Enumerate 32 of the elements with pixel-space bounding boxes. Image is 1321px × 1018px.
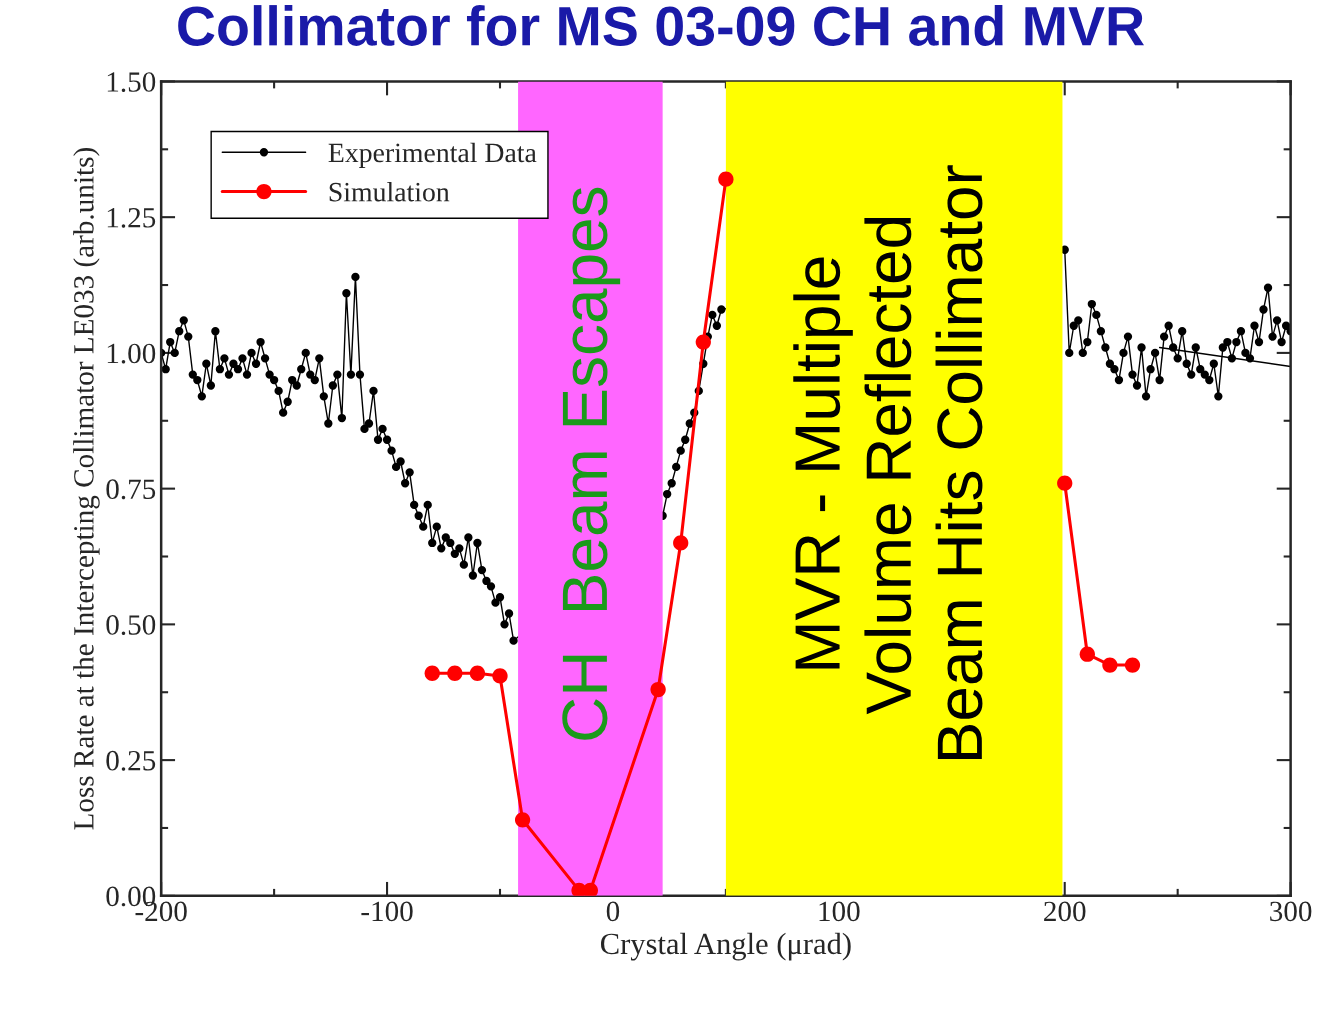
x-tick-label: 100 [819,901,860,922]
point [673,535,689,551]
point [1124,657,1141,673]
point [469,665,486,681]
y-tick-label: 1.00 [107,343,156,364]
point [718,171,734,187]
point [582,882,598,896]
point [1057,475,1073,491]
legend-label: Experimental Data [328,142,537,168]
band-label: MVR - Multiple Volume Reflected Beam Hits Collimator [793,165,983,759]
point [447,665,463,681]
point [1079,646,1095,662]
point [695,334,711,350]
x-axis-title: Crystal Angle (μrad) [601,932,851,961]
x-tick-label: 0 [606,901,620,922]
chart-title: Collimator for MS 03-09 CH and MVR [178,5,1145,46]
point [514,812,531,828]
x-tick-label: -100 [361,901,413,922]
x-tick-label: 300 [1270,901,1312,922]
y-tick-label: 1.50 [107,72,156,92]
point [424,665,440,681]
y-axis-title: Loss Rate at the Intercepting Collimator LE033 (arb.units) [73,148,100,830]
x-tick-label: 200 [1044,901,1086,922]
point [1102,657,1118,673]
band-label: CH Beam Escapes [562,187,621,740]
y-tick-label: 0.50 [106,615,156,635]
point [492,668,508,684]
y-tick-label: 0.25 [106,750,156,771]
y-tick-label: 0.75 [106,479,156,500]
y-tick-label: 1.25 [107,207,156,228]
point [650,681,666,698]
legend-label: Simulation [329,181,450,202]
